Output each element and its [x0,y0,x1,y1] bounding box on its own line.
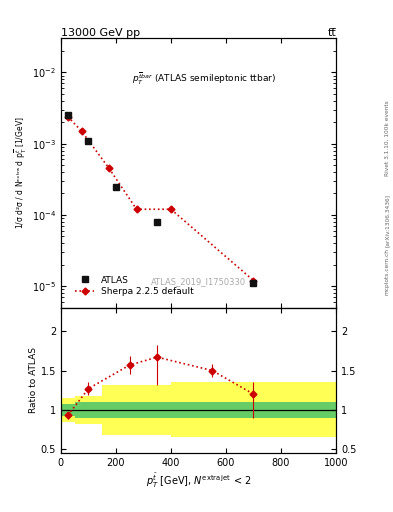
Legend: ATLAS, Sherpa 2.2.5 default: ATLAS, Sherpa 2.2.5 default [73,274,195,297]
Y-axis label: Ratio to ATLAS: Ratio to ATLAS [29,347,38,413]
Text: ATLAS_2019_I1750330: ATLAS_2019_I1750330 [151,277,246,286]
Text: 13000 GeV pp: 13000 GeV pp [61,28,140,38]
Text: tt̅: tt̅ [327,28,336,38]
Text: $p_T^{\overline{t}bar}$ (ATLAS semileptonic ttbar): $p_T^{\overline{t}bar}$ (ATLAS semilepto… [132,71,276,87]
Y-axis label: 1/σ d²σ / d Nᵉˣᵗʳᵃ d p$_T^{\overline{t}}$ [1/GeV]: 1/σ d²σ / d Nᵉˣᵗʳᵃ d p$_T^{\overline{t}}… [13,117,29,229]
Text: Rivet 3.1.10, 100k events: Rivet 3.1.10, 100k events [385,100,389,176]
Text: mcplots.cern.ch: mcplots.cern.ch [385,248,389,295]
X-axis label: $p_T^{\bar{t}}$ [GeV], $N^{\mathrm{extra\,jet}}$ < 2: $p_T^{\bar{t}}$ [GeV], $N^{\mathrm{extra… [146,472,251,490]
Text: [arXiv:1306.3436]: [arXiv:1306.3436] [385,194,389,247]
